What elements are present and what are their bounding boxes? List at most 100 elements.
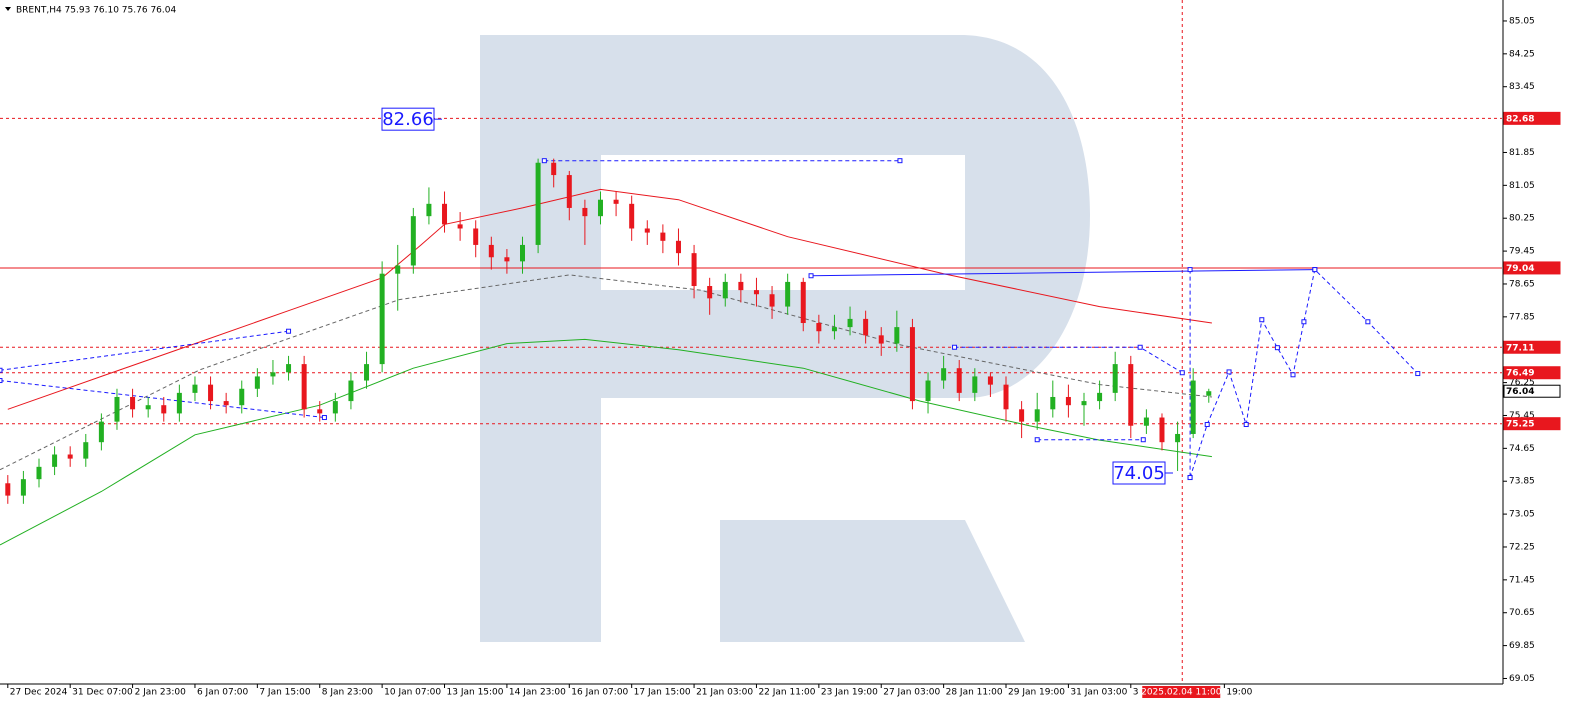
price-level-label: 76.04	[1506, 387, 1534, 397]
x-tick-label: 29 Jan 19:00	[1008, 688, 1065, 698]
candle-body	[98, 421, 104, 443]
candle-body	[566, 175, 572, 208]
y-tick-label: 76.25	[1509, 378, 1535, 388]
candle-body	[239, 388, 245, 406]
candle-body	[722, 281, 728, 299]
y-tick-label: 71.45	[1509, 575, 1535, 585]
candle-body	[1065, 396, 1071, 406]
annotation-label: 82.66	[382, 109, 434, 130]
candle-body	[286, 364, 292, 373]
candle-body	[379, 273, 385, 365]
price-level-tag	[1503, 261, 1561, 275]
price-level-label: 75.25	[1506, 420, 1534, 430]
candle-body	[5, 483, 11, 496]
line-point	[1301, 319, 1307, 325]
candle-body	[753, 290, 759, 295]
line-point	[1243, 422, 1249, 428]
line-point	[808, 273, 814, 279]
y-tick-label: 69.85	[1509, 641, 1535, 651]
y-tick-label: 73.05	[1509, 510, 1535, 520]
candle-body	[613, 199, 619, 204]
candle-body	[1003, 384, 1009, 410]
candle-body	[1034, 409, 1040, 422]
candle-body	[301, 364, 307, 410]
candle-body	[1112, 364, 1118, 393]
menu-arrow[interactable]	[5, 7, 11, 11]
indicator-line	[0, 274, 1212, 471]
candle-body	[520, 244, 526, 262]
x-tick-label: 22 Jan 11:00	[758, 688, 815, 698]
line-point	[0, 378, 3, 384]
candle-body	[1128, 364, 1134, 426]
candle-body	[582, 207, 588, 217]
line-point	[897, 158, 903, 164]
x-tick-label: 6 Jan 07:00	[197, 688, 249, 698]
candle-body	[909, 327, 915, 402]
candle-body	[1097, 392, 1103, 402]
candle-body	[675, 240, 681, 254]
line-point	[1187, 475, 1193, 481]
line-point	[1365, 319, 1371, 325]
y-tick-label: 75.45	[1509, 411, 1535, 421]
x-tick-label: 14 Jan 23:00	[509, 688, 566, 698]
x-tick-label: 19:00	[1226, 688, 1252, 698]
candle-body	[1081, 401, 1087, 406]
line-point	[1034, 437, 1040, 443]
candle-body	[785, 281, 791, 307]
candle-body	[364, 364, 370, 381]
candle-body	[597, 199, 603, 217]
candle-body	[972, 376, 978, 393]
crosshair-label: 2025.02.04 11:00	[1141, 688, 1222, 698]
line-point	[1290, 372, 1296, 378]
x-tick-label: 10 Jan 07:00	[384, 688, 441, 698]
y-tick-label: 74.65	[1509, 444, 1535, 454]
candle-body	[348, 380, 354, 402]
candle-body	[847, 318, 853, 328]
price-level-tag	[1503, 340, 1561, 354]
price-level-tag	[1503, 384, 1561, 398]
candle-body	[270, 372, 276, 377]
candle-body	[691, 253, 697, 287]
x-tick-label: 8 Jan 23:00	[322, 688, 374, 698]
line-point	[541, 158, 547, 164]
y-tick-label: 79.45	[1509, 247, 1535, 257]
candle-body	[442, 203, 448, 225]
price-level-tag	[1503, 111, 1561, 125]
y-tick-label: 70.65	[1509, 608, 1535, 618]
candle-body	[192, 384, 198, 393]
candle-body	[114, 396, 120, 422]
candle-body	[410, 216, 416, 266]
candle-body	[83, 442, 89, 459]
y-tick-label: 83.45	[1509, 82, 1535, 92]
candle-body	[208, 384, 214, 402]
candle-body	[941, 368, 947, 381]
candle-body	[457, 224, 463, 229]
candle-body	[161, 405, 167, 414]
candle-body	[660, 232, 666, 241]
candle-body	[395, 265, 401, 274]
candle-body	[956, 368, 962, 393]
candle-body	[473, 228, 479, 245]
candle-body	[36, 466, 42, 480]
candle-body	[1019, 409, 1025, 422]
line-point	[1140, 437, 1146, 443]
candle-body	[1190, 380, 1196, 434]
watermark-logo	[480, 35, 1090, 642]
candle-body	[52, 454, 58, 467]
y-tick-label: 69.05	[1509, 674, 1535, 684]
candle-body	[1175, 433, 1181, 443]
indicator-line	[7, 188, 1212, 410]
x-tick-label: 27 Jan 03:00	[883, 688, 940, 698]
candle-body	[20, 479, 26, 496]
price-level-label: 76.49	[1506, 369, 1534, 379]
x-tick-label: 13 Jan 15:00	[447, 688, 504, 698]
line-point	[1226, 369, 1232, 375]
y-tick-label: 78.65	[1509, 279, 1535, 289]
candle-body	[426, 203, 432, 217]
line-point	[286, 328, 292, 334]
candle-body	[831, 327, 837, 332]
y-tick-label: 84.25	[1509, 49, 1535, 59]
candle-body	[551, 162, 557, 176]
candle-body	[816, 323, 822, 332]
candle-body	[145, 405, 151, 410]
